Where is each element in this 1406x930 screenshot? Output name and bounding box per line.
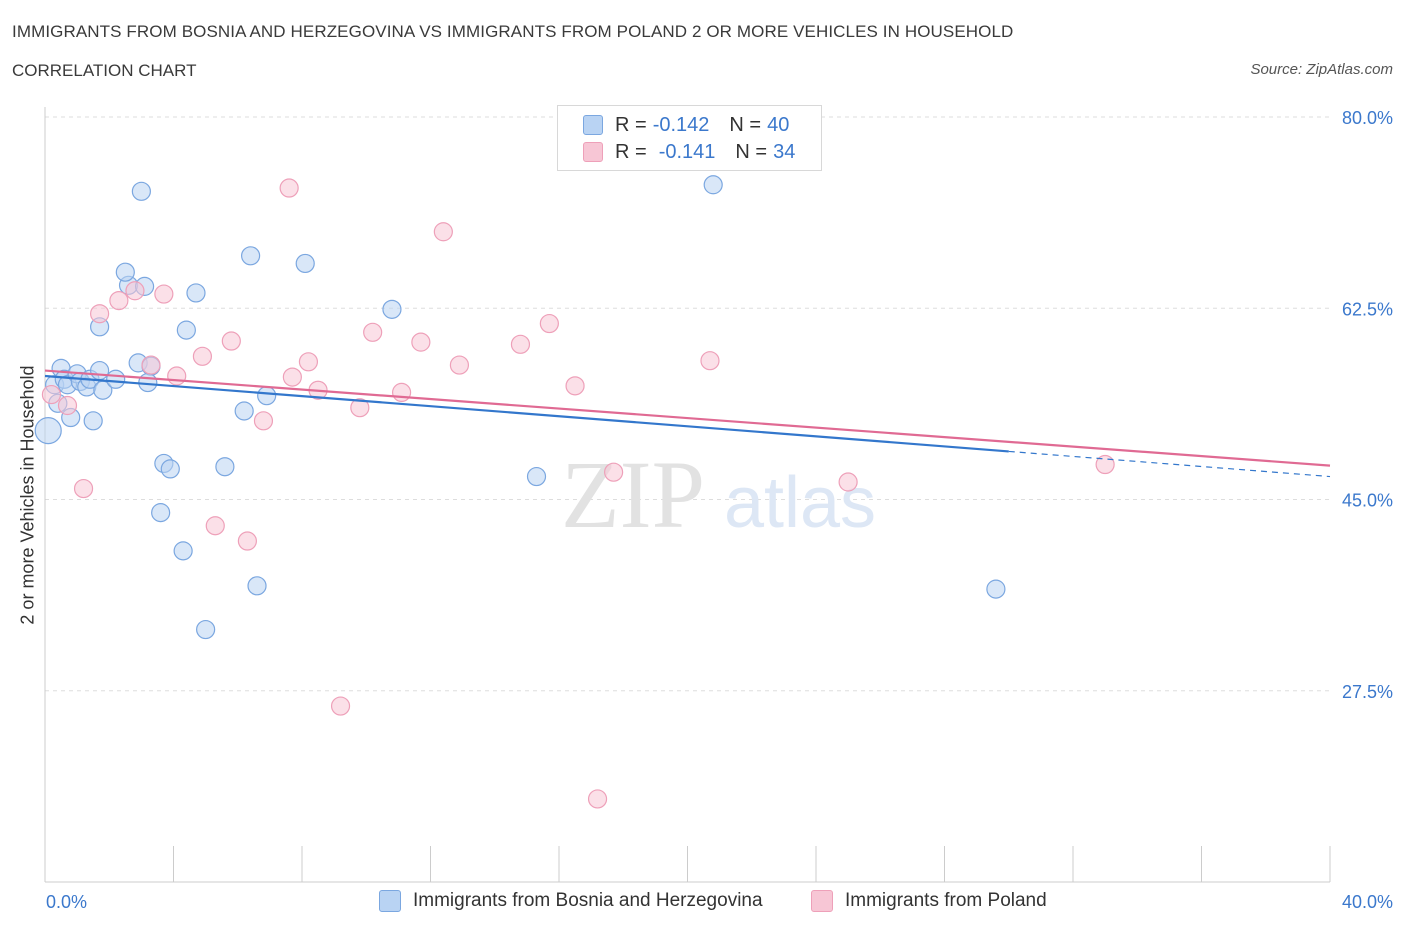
data-point — [34, 417, 62, 445]
legend-swatch-blue — [583, 115, 603, 135]
data-point — [125, 281, 145, 301]
data-point — [41, 384, 62, 405]
y-tick-label: 62.5% — [1342, 299, 1393, 319]
data-point — [433, 222, 453, 242]
chart-subtitle: CORRELATION CHART — [12, 61, 197, 80]
data-point — [350, 398, 370, 418]
watermark: ZIP atlas — [561, 441, 876, 548]
bottom-legend-swatch-pink — [811, 890, 833, 912]
data-point — [154, 284, 174, 304]
bottom-legend-label: Immigrants from Bosnia and Herzegovina — [413, 890, 763, 911]
data-point — [838, 472, 858, 492]
data-point — [604, 462, 624, 482]
data-point — [279, 178, 299, 198]
x-tick-label: 0.0% — [46, 892, 87, 912]
data-point — [151, 503, 171, 523]
watermark-zip: ZIP — [561, 441, 705, 548]
data-point — [382, 299, 402, 319]
n-value: 40 — [767, 113, 790, 136]
bottom-legend-poland: Immigrants from Poland — [811, 890, 1047, 912]
data-point — [73, 478, 94, 499]
r-label: R = — [615, 113, 647, 136]
data-point — [565, 376, 585, 396]
data-point — [257, 386, 277, 406]
legend-swatch-pink — [583, 142, 603, 162]
trend-line-bosnia-extension — [1008, 450, 1331, 478]
tick-labels: 27.5% 45.0% 62.5% 80.0% 0.0% 40.0% — [46, 108, 1393, 912]
legend-row-poland: R = -0.141 N = 34 — [583, 140, 795, 164]
data-point — [141, 355, 161, 375]
data-point — [700, 351, 720, 371]
data-point — [237, 531, 257, 551]
data-point — [234, 401, 254, 421]
n-label: N = — [735, 140, 768, 163]
y-axis-label: 2 or more Vehicles in Household — [17, 365, 38, 625]
data-point — [90, 360, 110, 381]
trend-layer — [44, 369, 1331, 478]
chart-title: IMMIGRANTS FROM BOSNIA AND HERZEGOVINA V… — [12, 22, 1014, 41]
y-tick-label: 45.0% — [1342, 491, 1393, 511]
data-point — [1095, 454, 1115, 475]
data-point — [510, 334, 531, 354]
axis-layer — [44, 107, 1331, 883]
data-point — [247, 576, 267, 596]
correlation-legend: R = -0.142 N = 40 R = -0.141 N = 34 — [557, 105, 822, 171]
n-value: 34 — [773, 140, 796, 163]
n-label: N = — [729, 113, 762, 136]
source-label: Source: ZipAtlas.com — [1250, 61, 1393, 78]
data-point — [391, 382, 412, 402]
data-point — [587, 789, 608, 809]
data-point — [295, 253, 315, 274]
data-point — [167, 366, 187, 386]
data-point — [109, 291, 129, 311]
bottom-legend-swatch-blue — [379, 890, 401, 912]
data-point — [330, 696, 351, 716]
data-point — [703, 175, 723, 195]
data-point — [411, 332, 431, 352]
x-tick-label: 40.0% — [1342, 892, 1393, 912]
data-point — [215, 457, 235, 477]
trend-line-poland — [44, 369, 1331, 467]
data-point — [205, 516, 225, 536]
bottom-legend-label: Immigrants from Poland — [845, 890, 1047, 911]
data-point — [106, 369, 126, 389]
points-layer — [34, 175, 1115, 809]
bottom-legend-bosnia: Immigrants from Bosnia and Herzegovina — [379, 890, 763, 912]
data-point — [363, 322, 383, 342]
data-point — [173, 541, 193, 561]
data-point — [196, 619, 216, 640]
r-label: R = — [615, 140, 647, 163]
data-point — [57, 395, 78, 416]
y-tick-label: 80.0% — [1342, 108, 1393, 128]
data-point — [526, 466, 547, 487]
data-point — [221, 331, 241, 351]
data-point — [449, 355, 470, 375]
r-value: -0.142 — [652, 113, 710, 136]
data-point — [298, 352, 319, 372]
data-point — [115, 262, 135, 282]
data-point — [539, 313, 559, 334]
data-point — [160, 459, 180, 479]
data-point — [241, 246, 261, 266]
data-point — [90, 304, 110, 324]
data-point — [176, 320, 196, 340]
data-point — [192, 346, 213, 366]
data-point — [253, 411, 274, 431]
data-point — [83, 411, 103, 431]
data-point — [282, 367, 302, 387]
trend-line-bosnia — [44, 374, 1009, 453]
data-point — [986, 579, 1006, 599]
data-point — [131, 181, 151, 201]
data-point — [186, 283, 206, 303]
legend-row-bosnia: R = -0.142 N = 40 — [583, 113, 789, 137]
y-tick-label: 27.5% — [1342, 682, 1393, 702]
r-value: -0.141 — [658, 140, 716, 163]
